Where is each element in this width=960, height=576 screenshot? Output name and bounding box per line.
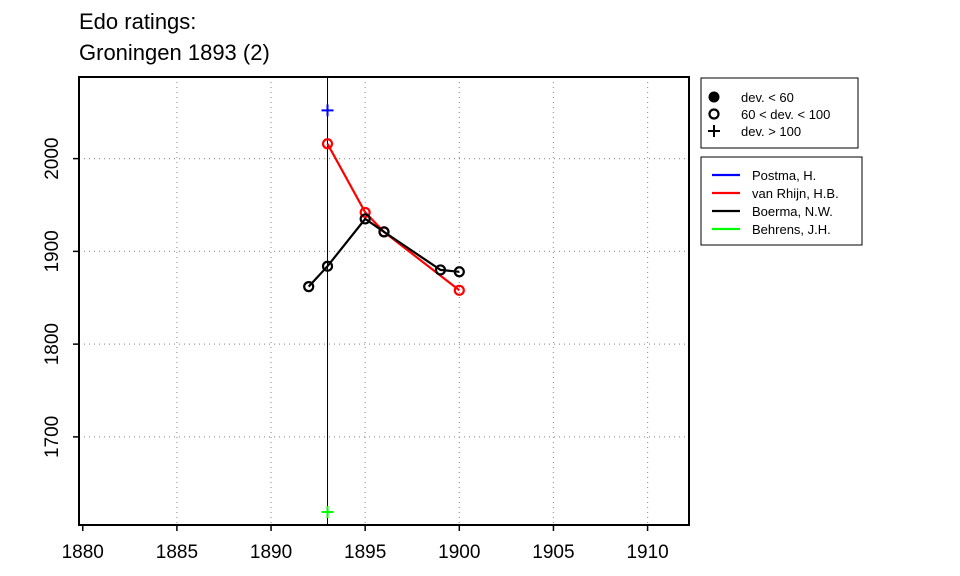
chart-title-line-1: Edo ratings: [79, 9, 197, 34]
point-van-rhijn-h-b-1893 [321, 138, 334, 150]
x-tick-label-1895: 1895 [344, 542, 386, 563]
point-boerma-n-w-1895 [359, 213, 371, 225]
series-legend-label-2: Boerma, N.W. [752, 204, 833, 219]
point-boerma-n-w-1896 [378, 226, 390, 238]
series-legend-label-3: Behrens, J.H. [752, 222, 831, 237]
point-boerma-n-w-1893 [321, 260, 334, 272]
point-boerma-n-w-1899 [434, 264, 447, 276]
point-behrens-j-h-1893 [321, 506, 334, 519]
series-line-van-rhijn-h-b [326, 143, 460, 292]
axes: 1880 1885 1890 1895 1900 1905 1910 1700 1800 1900… [42, 137, 669, 563]
marker-legend: dev. < 60 60 < dev. < 100 dev. > 100 [700, 77, 859, 149]
chart-title-line-2: Groningen 1893 (2) [79, 40, 270, 65]
point-boerma-n-w-1900 [453, 266, 465, 278]
x-tick-label-1880: 1880 [62, 542, 104, 563]
x-tick-label-1890: 1890 [250, 542, 292, 563]
point-van-rhijn-h-b-1895 [359, 206, 371, 219]
marker-legend-label-0: dev. < 60 [741, 90, 794, 105]
point-van-rhijn-h-b-1900 [453, 284, 465, 296]
x-tick-label-1885: 1885 [156, 542, 198, 563]
y-tick-label-2000: 2000 [42, 137, 63, 179]
plot-frame [78, 76, 690, 526]
marker-legend-symbol-0 [708, 91, 720, 103]
grid [79, 77, 689, 525]
y-tick-label-1700: 1700 [42, 416, 63, 458]
marker-legend-label-1: 60 < dev. < 100 [741, 107, 830, 122]
marker-legend-symbol-1 [708, 108, 720, 120]
x-tick-label-1900: 1900 [438, 542, 480, 563]
series-legend-label-0: Postma, H. [752, 168, 816, 183]
x-tick-label-1905: 1905 [532, 542, 574, 563]
series-line-boerma-n-w [307, 217, 460, 288]
y-tick-label-1800: 1800 [42, 323, 63, 365]
point-boerma-n-w-1892 [303, 281, 315, 293]
point-postma-h-1893 [321, 104, 334, 117]
series-layer [303, 104, 465, 519]
marker-legend-label-2: dev. > 100 [741, 124, 801, 139]
series-legend: Postma, H. van Rhijn, H.B. Boerma, N.W. Beh… [700, 156, 863, 246]
y-tick-label-1900: 1900 [42, 230, 63, 272]
marker-legend-symbol-2 [708, 125, 720, 137]
series-legend-label-1: van Rhijn, H.B. [752, 186, 839, 201]
x-tick-label-1910: 1910 [626, 542, 668, 563]
